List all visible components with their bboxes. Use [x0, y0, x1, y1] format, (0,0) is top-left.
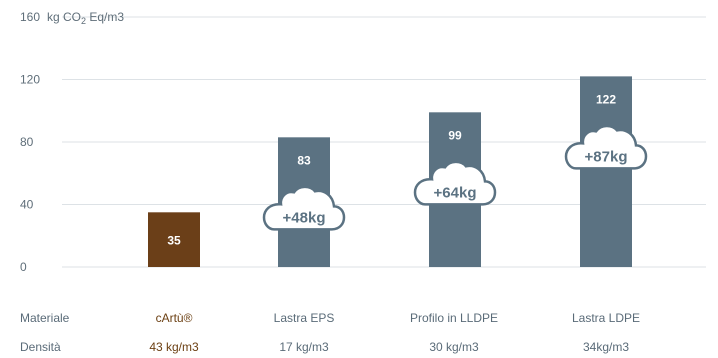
cloud-badge-1: +48kg — [262, 185, 346, 231]
difference-label-3: +87kg — [585, 148, 628, 165]
bar-3 — [580, 76, 632, 267]
material-row: Materiale cArtù® Lastra EPS Profilo in L… — [0, 311, 718, 329]
cloud-icon — [564, 124, 648, 170]
y-tick-label-80: 80 — [20, 135, 34, 149]
bar-value-label-0: 35 — [167, 234, 181, 248]
difference-label-1: +48kg — [283, 209, 326, 226]
y-unit-label: kg CO2 Eq/m3 — [47, 10, 124, 26]
density-profilo-lldpe: 30 kg/m3 — [429, 340, 479, 354]
cloud-badge-2: +64kg — [413, 160, 497, 206]
bar-0 — [148, 212, 200, 267]
density-lastra-ldpe: 34kg/m3 — [582, 340, 630, 354]
y-tick-label-120: 120 — [20, 73, 40, 87]
cloud-badge-3: +87kg — [564, 124, 648, 170]
bar-value-label-3: 122 — [596, 92, 616, 106]
material-lastra-ldpe: Lastra LDPE — [571, 311, 641, 325]
material-row-label: Materiale — [20, 311, 70, 325]
bar-value-label-2: 99 — [448, 128, 462, 142]
material-profilo-lldpe: Profilo in LLDPE — [409, 311, 499, 325]
material-lastra-eps: Lastra EPS — [273, 311, 335, 325]
difference-label-2: +64kg — [434, 184, 477, 201]
density-row: Densità 43 kg/m3 17 kg/m3 30 kg/m3 34kg/… — [0, 340, 718, 358]
density-cartu: 43 kg/m3 — [149, 340, 199, 354]
emissions-bar-chart: 0 40 80 120 160 kg CO2 Eq/m3 35 83 +48kg 99 +64kg 1… — [20, 10, 706, 274]
y-tick-label-0: 0 — [20, 260, 27, 274]
cloud-icon — [262, 185, 346, 231]
material-cartu: cArtù® — [155, 311, 193, 325]
density-row-label: Densità — [20, 340, 61, 354]
cloud-icon — [413, 160, 497, 206]
density-lastra-eps: 17 kg/m3 — [279, 340, 329, 354]
bar-value-label-1: 83 — [297, 153, 311, 167]
y-tick-label-160: 160 — [20, 10, 40, 24]
y-tick-label-40: 40 — [20, 198, 34, 212]
